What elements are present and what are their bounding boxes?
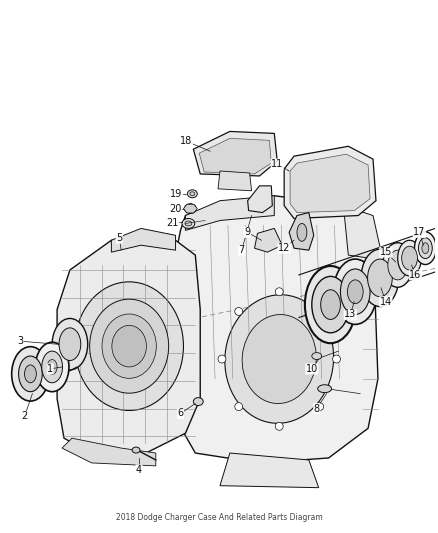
Polygon shape [184, 204, 197, 213]
Polygon shape [111, 229, 176, 252]
Ellipse shape [182, 219, 195, 229]
Text: 12: 12 [278, 243, 290, 253]
Text: 13: 13 [344, 310, 357, 319]
Text: 7: 7 [239, 245, 245, 255]
Ellipse shape [184, 204, 196, 214]
Text: 8: 8 [314, 403, 320, 414]
Ellipse shape [340, 269, 370, 314]
Ellipse shape [12, 346, 49, 401]
Ellipse shape [42, 351, 63, 383]
Ellipse shape [18, 356, 42, 392]
Circle shape [235, 308, 243, 316]
Text: 3: 3 [18, 336, 24, 346]
Ellipse shape [305, 266, 356, 343]
Ellipse shape [333, 259, 377, 325]
Text: 10: 10 [306, 364, 318, 374]
Text: 16: 16 [410, 270, 422, 280]
Ellipse shape [383, 243, 413, 287]
Text: 4: 4 [136, 465, 142, 475]
Ellipse shape [422, 243, 429, 254]
Polygon shape [247, 186, 272, 213]
Ellipse shape [132, 447, 140, 453]
Ellipse shape [102, 314, 156, 378]
Ellipse shape [312, 353, 321, 360]
Ellipse shape [47, 360, 57, 374]
Ellipse shape [59, 328, 81, 360]
Text: 5: 5 [116, 233, 122, 243]
Polygon shape [343, 206, 383, 260]
Ellipse shape [187, 190, 197, 198]
Polygon shape [62, 438, 156, 466]
Text: 21: 21 [166, 219, 179, 229]
Ellipse shape [318, 385, 332, 393]
Ellipse shape [25, 365, 36, 383]
Circle shape [316, 402, 324, 410]
Text: 1: 1 [47, 364, 53, 374]
Ellipse shape [418, 238, 432, 259]
Ellipse shape [190, 192, 195, 196]
Text: 9: 9 [244, 228, 251, 237]
Circle shape [316, 308, 324, 316]
Ellipse shape [35, 342, 69, 392]
Text: 2018 Dodge Charger Case And Related Parts Diagram: 2018 Dodge Charger Case And Related Part… [116, 513, 322, 522]
Ellipse shape [312, 277, 350, 333]
Polygon shape [290, 154, 370, 213]
Ellipse shape [367, 259, 392, 297]
Ellipse shape [388, 250, 408, 280]
Text: 6: 6 [177, 408, 184, 418]
Ellipse shape [225, 295, 334, 423]
Ellipse shape [185, 221, 192, 226]
Polygon shape [199, 139, 271, 174]
Ellipse shape [297, 223, 307, 241]
Text: 18: 18 [180, 136, 193, 147]
Ellipse shape [52, 318, 88, 370]
Polygon shape [193, 132, 277, 176]
Text: 15: 15 [380, 247, 392, 257]
Ellipse shape [361, 249, 399, 306]
Text: 11: 11 [271, 159, 283, 169]
Ellipse shape [402, 246, 417, 270]
Text: 20: 20 [170, 204, 182, 214]
Ellipse shape [193, 398, 203, 406]
Ellipse shape [347, 280, 363, 304]
Text: 2: 2 [21, 411, 28, 422]
Text: 19: 19 [170, 189, 183, 199]
Polygon shape [57, 240, 200, 453]
Text: 17: 17 [413, 228, 426, 237]
Polygon shape [220, 453, 319, 488]
Polygon shape [218, 171, 251, 191]
Polygon shape [284, 146, 376, 219]
Circle shape [332, 355, 340, 363]
Circle shape [218, 355, 226, 363]
Circle shape [275, 422, 283, 430]
Ellipse shape [90, 299, 169, 393]
Ellipse shape [414, 232, 436, 264]
Circle shape [235, 402, 243, 410]
Circle shape [275, 288, 283, 296]
Ellipse shape [321, 290, 340, 319]
Ellipse shape [398, 240, 421, 276]
Ellipse shape [242, 314, 316, 403]
Polygon shape [289, 213, 314, 250]
Ellipse shape [75, 282, 184, 410]
Ellipse shape [112, 325, 146, 367]
Polygon shape [254, 229, 282, 252]
Text: 14: 14 [380, 297, 392, 306]
Polygon shape [171, 196, 378, 463]
Polygon shape [185, 196, 274, 230]
